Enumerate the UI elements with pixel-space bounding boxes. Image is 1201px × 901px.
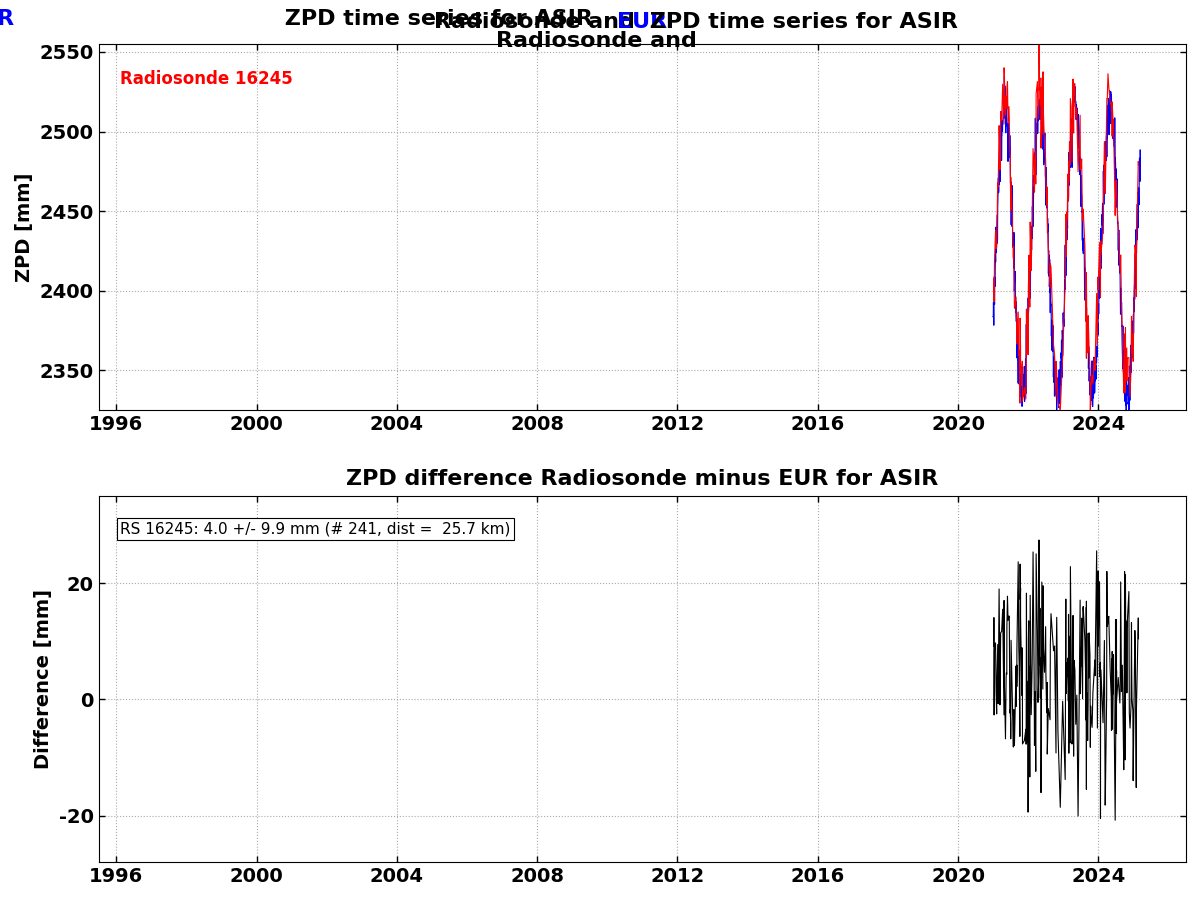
Text: Radiosonde and: Radiosonde and [434, 12, 643, 32]
Text: EUR: EUR [617, 12, 668, 32]
Text: RS 16245: 4.0 +/- 9.9 mm (# 241, dist =  25.7 km): RS 16245: 4.0 +/- 9.9 mm (# 241, dist = … [120, 522, 510, 536]
Text: ZPD time series for ASIR: ZPD time series for ASIR [643, 12, 958, 32]
Title: ZPD difference Radiosonde minus EUR for ASIR: ZPD difference Radiosonde minus EUR for … [346, 469, 938, 488]
Text: EUR: EUR [0, 9, 14, 29]
Y-axis label: ZPD [mm]: ZPD [mm] [14, 172, 34, 282]
Text: Radiosonde 16245: Radiosonde 16245 [120, 69, 293, 87]
Text: ZPD time series for ASIR: ZPD time series for ASIR [277, 9, 593, 29]
Text: Radiosonde and: Radiosonde and [496, 31, 705, 50]
Y-axis label: Difference [mm]: Difference [mm] [35, 589, 53, 769]
